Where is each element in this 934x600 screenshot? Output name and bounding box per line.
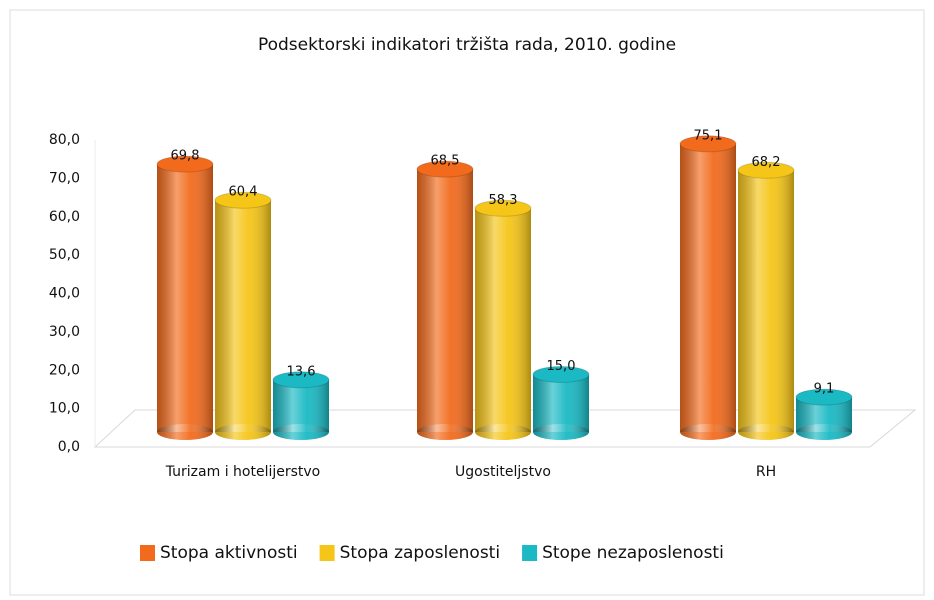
bar-top	[795, 388, 853, 406]
floor	[93, 409, 917, 448]
y-tick-label: 10,0	[49, 401, 80, 417]
y-tick-label: 0,0	[58, 439, 80, 455]
bar-body-shade	[680, 143, 736, 432]
bar-top	[737, 161, 795, 179]
legend-swatch	[319, 545, 335, 561]
chart-title: Podsektorski indikatori tržišta rada, 20…	[258, 35, 676, 55]
bar	[795, 388, 853, 440]
x-tick-label: RH	[756, 464, 776, 480]
bar	[214, 191, 272, 440]
value-label: 9,1	[814, 382, 835, 397]
bar-top	[156, 155, 214, 173]
bar-top	[532, 365, 590, 383]
bar-body-shade	[215, 200, 271, 432]
bar	[156, 155, 214, 440]
bar	[737, 161, 795, 440]
y-tick-label: 20,0	[49, 362, 80, 378]
bar-body-shade	[273, 379, 329, 432]
bar-top	[272, 371, 330, 389]
bar-body-shade	[475, 208, 531, 432]
bar	[416, 160, 474, 440]
y-tick-label: 60,0	[49, 209, 80, 225]
bar-top	[416, 160, 474, 178]
bar-body-shade	[533, 374, 589, 432]
value-label: 15,0	[547, 359, 576, 374]
bar-body-shade	[417, 169, 473, 432]
value-label: 75,1	[694, 128, 723, 143]
x-tick-label: Turizam i hotelijerstvo	[165, 464, 321, 480]
value-label: 13,6	[287, 364, 316, 379]
y-tick-label: 30,0	[49, 324, 80, 340]
bar-body-shade	[738, 170, 794, 432]
bar	[272, 371, 330, 440]
bar-top	[474, 199, 532, 217]
value-label: 69,8	[171, 149, 200, 164]
legend-swatch	[522, 545, 538, 561]
bar-top	[679, 135, 737, 153]
legend-label: Stope nezaposlenosti	[542, 543, 724, 563]
legend-label: Stopa aktivnosti	[160, 543, 298, 563]
y-tick-label: 80,0	[49, 132, 80, 148]
legend-label: Stopa zaposlenosti	[340, 543, 500, 563]
x-tick-label: Ugostiteljstvo	[455, 464, 551, 480]
bar	[474, 199, 532, 440]
bar-body-shade	[157, 164, 213, 432]
y-tick-label: 70,0	[49, 170, 80, 186]
y-tick-label: 40,0	[49, 286, 80, 302]
bar	[532, 365, 590, 440]
value-label: 60,4	[229, 185, 258, 200]
value-label: 58,3	[489, 193, 518, 208]
bar-top	[214, 191, 272, 209]
value-label: 68,5	[431, 154, 460, 169]
legend-swatch	[140, 545, 155, 561]
bar	[679, 135, 737, 440]
value-label: 68,2	[752, 155, 781, 170]
y-tick-label: 50,0	[49, 247, 80, 263]
